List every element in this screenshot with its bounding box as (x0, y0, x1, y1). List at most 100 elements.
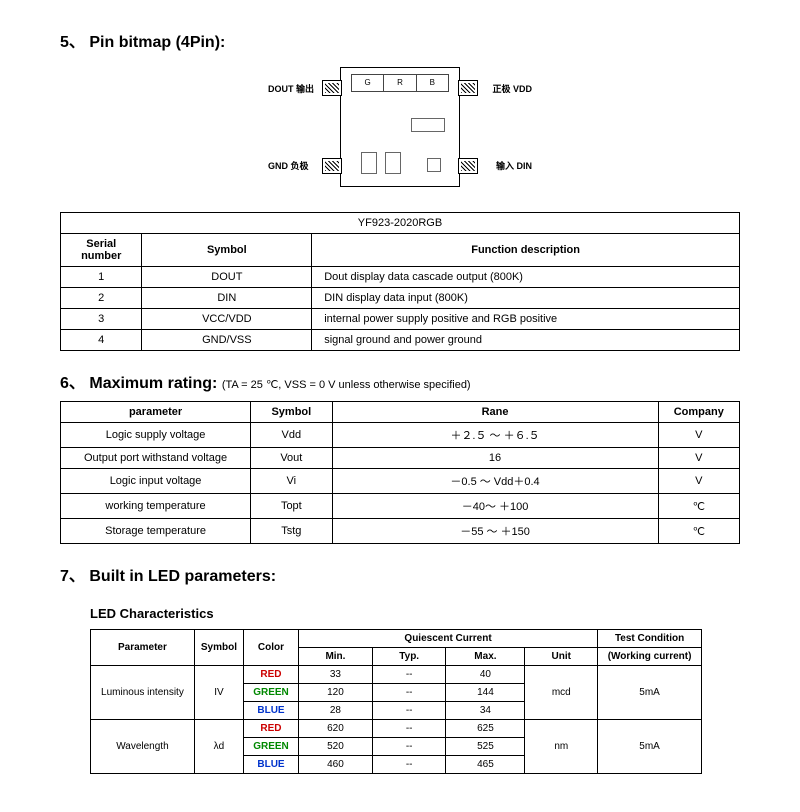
section5-text: Pin bitmap (4Pin): (89, 34, 225, 51)
led-min: 120 (298, 684, 372, 702)
led-color: GREEN (243, 738, 298, 756)
section6-number: 6、 (60, 375, 85, 392)
led-cond: 5mA (598, 666, 702, 720)
pin-symbol: VCC/VDD (142, 309, 312, 330)
rt-range: ＋２.５ ～ ＋６.５ (332, 423, 658, 448)
rt-sym: Vi (251, 469, 332, 494)
rt-range: －40～ ＋100 (332, 494, 658, 519)
led-typ: -- (372, 702, 446, 720)
chip-b-label: B (417, 75, 448, 91)
chip-inner-box-3 (385, 152, 401, 174)
led-min: 28 (298, 702, 372, 720)
led-characteristics-title: LED Characteristics (90, 606, 740, 621)
led-sym: λd (194, 720, 243, 774)
section6-note: (TA = 25 ℃, VSS = 0 V unless otherwise s… (222, 379, 471, 391)
led-min: 460 (298, 756, 372, 774)
led-min: 620 (298, 720, 372, 738)
rt-unit: V (658, 469, 739, 494)
table-row: WavelengthλdRED620--625nm5mA (91, 720, 702, 738)
led-sym: IV (194, 666, 243, 720)
led-max: 40 (446, 666, 525, 684)
rt-sym: Topt (251, 494, 332, 519)
led-param: Wavelength (91, 720, 195, 774)
rt-unit: ℃ (658, 519, 739, 544)
led-th-min: Min. (298, 648, 372, 666)
section6-text: Maximum rating: (89, 375, 217, 392)
led-min: 33 (298, 666, 372, 684)
pin-symbol: DIN (142, 288, 312, 309)
pin-th-serial: Serial number (61, 234, 142, 267)
chip-g-label: G (352, 75, 384, 91)
table-row: Output port withstand voltageVout16V (61, 448, 740, 469)
led-th-sym: Symbol (194, 630, 243, 666)
led-max: 144 (446, 684, 525, 702)
pin-serial: 4 (61, 330, 142, 351)
pin-symbol: DOUT (142, 267, 312, 288)
pin-label-vdd: 正极 VDD (492, 82, 532, 95)
led-th-color: Color (243, 630, 298, 666)
pin-table: YF923-2020RGB Serial number Symbol Funct… (60, 212, 740, 351)
table-row: working temperatureTopt－40～ ＋100℃ (61, 494, 740, 519)
table-row: Logic input voltageVi－0.5 ～ Vdd＋0.4V (61, 469, 740, 494)
led-unit: mcd (525, 666, 598, 720)
chip-body: G R B (340, 67, 460, 187)
rt-th-param: parameter (61, 402, 251, 423)
led-th-qc: Quiescent Current (298, 630, 597, 648)
section7-number: 7、 (60, 568, 85, 585)
rt-sym: Vout (251, 448, 332, 469)
led-color: BLUE (243, 702, 298, 720)
rt-sym: Tstg (251, 519, 332, 544)
table-row: 3VCC/VDDinternal power supply positive a… (61, 309, 740, 330)
chip-r-label: R (384, 75, 416, 91)
pin-serial: 3 (61, 309, 142, 330)
rt-unit: V (658, 448, 739, 469)
pin-serial: 1 (61, 267, 142, 288)
pin-desc: internal power supply positive and RGB p… (312, 309, 740, 330)
chip-inner-box-4 (427, 158, 441, 172)
led-th-param: Parameter (91, 630, 195, 666)
led-color: RED (243, 666, 298, 684)
table-row: 1DOUTDout display data cascade output (8… (61, 267, 740, 288)
table-row: 4GND/VSSsignal ground and power ground (61, 330, 740, 351)
led-typ: -- (372, 738, 446, 756)
pin-bitmap-diagram: G R B DOUT 输出 正极 VDD GND 负极 输入 DIN (270, 62, 530, 192)
table-row: 2DINDIN display data input (800K) (61, 288, 740, 309)
rt-sym: Vdd (251, 423, 332, 448)
pin-label-gnd: GND 负极 (268, 159, 309, 172)
rt-th-range: Rane (332, 402, 658, 423)
led-th-max: Max. (446, 648, 525, 666)
pin-desc: signal ground and power ground (312, 330, 740, 351)
led-min: 520 (298, 738, 372, 756)
rt-unit: V (658, 423, 739, 448)
chip-inner-box-1 (411, 118, 445, 132)
pin-pad-vdd (458, 80, 478, 96)
led-th-typ: Typ. (372, 648, 446, 666)
led-cond: 5mA (598, 720, 702, 774)
led-max: 465 (446, 756, 525, 774)
chip-inner-box-2 (361, 152, 377, 174)
rt-th-company: Company (658, 402, 739, 423)
led-max: 625 (446, 720, 525, 738)
table-row: Luminous intensityIVRED33--40mcd5mA (91, 666, 702, 684)
rt-range: －0.5 ～ Vdd＋0.4 (332, 469, 658, 494)
pin-desc: Dout display data cascade output (800K) (312, 267, 740, 288)
pin-label-dout: DOUT 输出 (268, 82, 314, 95)
pin-pad-gnd (322, 158, 342, 174)
pin-serial: 2 (61, 288, 142, 309)
led-th-cond: Test Condition (598, 630, 702, 648)
led-table: Parameter Symbol Color Quiescent Current… (90, 629, 702, 774)
pin-th-desc: Function description (312, 234, 740, 267)
led-max: 525 (446, 738, 525, 756)
led-typ: -- (372, 720, 446, 738)
led-color: RED (243, 720, 298, 738)
table-row: Storage temperatureTstg－55 ～ ＋150℃ (61, 519, 740, 544)
pin-pad-din (458, 158, 478, 174)
rt-range: －55 ～ ＋150 (332, 519, 658, 544)
pin-table-title: YF923-2020RGB (61, 213, 740, 234)
rt-param: working temperature (61, 494, 251, 519)
rt-th-sym: Symbol (251, 402, 332, 423)
led-color: BLUE (243, 756, 298, 774)
rt-range: 16 (332, 448, 658, 469)
section7-text: Built in LED parameters: (89, 568, 276, 585)
rating-table: parameter Symbol Rane Company Logic supp… (60, 401, 740, 544)
